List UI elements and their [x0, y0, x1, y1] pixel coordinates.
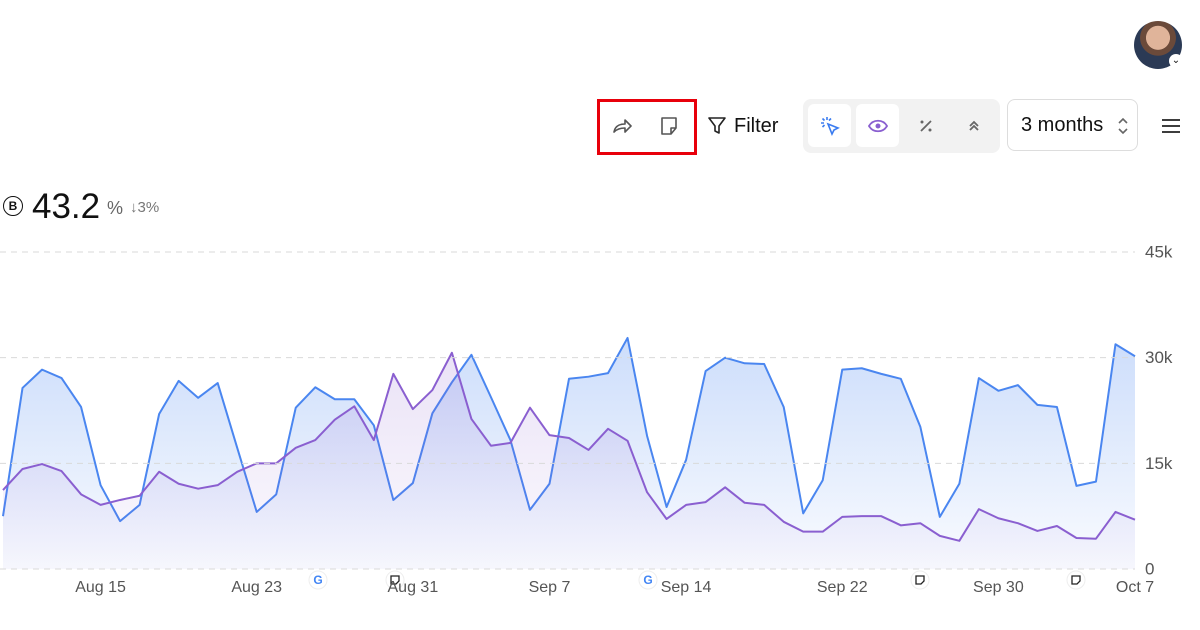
google-event-icon: G: [643, 573, 652, 587]
x-tick-label: Sep 7: [529, 579, 571, 596]
share-icon: [613, 119, 632, 133]
x-tick-label: Aug 23: [231, 579, 282, 596]
y-tick-label: 45k: [1145, 242, 1173, 261]
filter-icon: [708, 117, 726, 134]
avatar-chevron[interactable]: ⌄: [1169, 54, 1183, 68]
share-button[interactable]: [604, 108, 640, 144]
clicks-toggle[interactable]: [808, 104, 851, 147]
y-tick-label: 15k: [1145, 454, 1173, 473]
filter-button[interactable]: Filter: [706, 108, 778, 144]
x-tick-label: Aug 31: [388, 579, 439, 596]
chevrons-icon: [968, 120, 979, 131]
percent-icon: [919, 119, 932, 132]
google-event-icon: G: [313, 573, 322, 587]
note-icon: [661, 117, 677, 135]
y-tick-label: 30k: [1145, 348, 1173, 367]
area-fill: [3, 352, 1135, 569]
series-line: [2, 336, 1136, 523]
x-tick-label: Aug 15: [75, 579, 126, 596]
google-event[interactable]: [308, 570, 328, 590]
position-toggle[interactable]: [952, 104, 995, 147]
highlight-box: [597, 99, 697, 155]
metric-value: 43.2: [32, 187, 101, 226]
x-tick-label: Sep 30: [973, 579, 1024, 596]
date-range-select[interactable]: 3 months: [1007, 99, 1138, 151]
note-button[interactable]: [651, 108, 687, 144]
metric-unit: %: [107, 198, 124, 218]
series-line: [2, 351, 1136, 542]
rate-toggle[interactable]: [904, 104, 947, 147]
views-toggle[interactable]: [856, 104, 899, 147]
metric-change: ↓3%: [130, 199, 160, 216]
x-tick-label: Oct 7: [1116, 579, 1154, 596]
google-event[interactable]: [638, 570, 658, 590]
click-icon: [820, 116, 840, 136]
note-event[interactable]: [910, 570, 930, 590]
metric-badge: B: [3, 196, 23, 216]
eye-icon: [867, 119, 888, 132]
x-tick-label: Sep 22: [817, 579, 868, 596]
x-tick-label: Sep 14: [661, 579, 712, 596]
filter-label: Filter: [734, 114, 779, 137]
menu-button[interactable]: [1156, 110, 1186, 142]
date-range-label: 3 months: [1021, 113, 1104, 136]
note-event[interactable]: [385, 570, 405, 590]
menu-icon: [1162, 119, 1180, 133]
event-markers: G G: [308, 570, 1086, 590]
y-tick-label: 0: [1145, 559, 1154, 578]
note-event[interactable]: [1066, 570, 1086, 590]
select-chevron: [1118, 117, 1128, 135]
